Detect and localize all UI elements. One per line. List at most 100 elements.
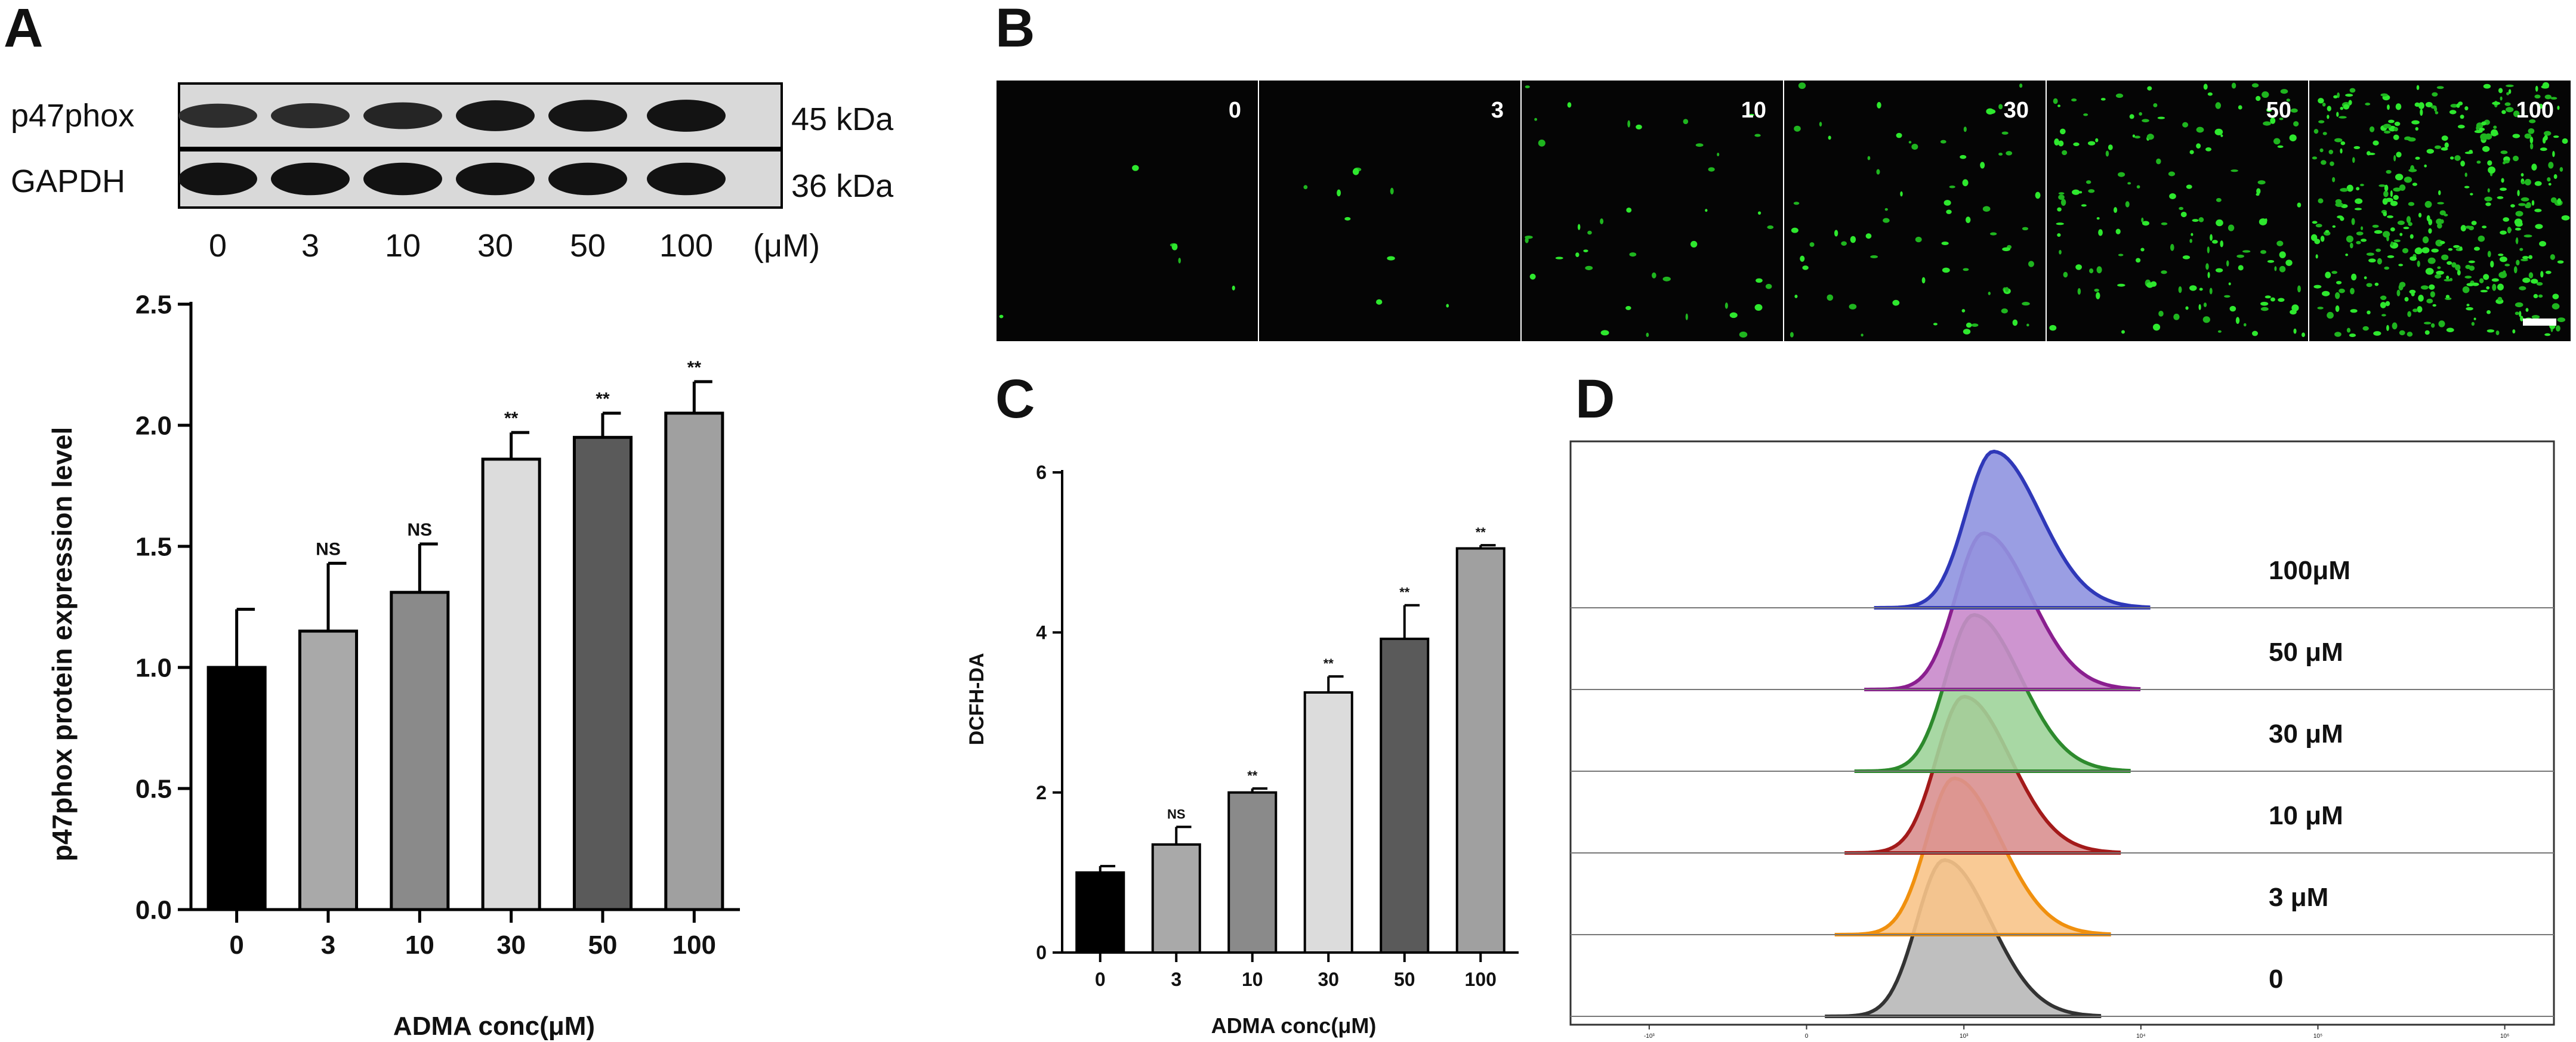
cell-dot (2531, 315, 2540, 319)
flow-cytometry-histograms: 0 3 μM 10 μM 30 μM 50 μM 100μM -10³ 0 10³ 10⁴ 10⁵ 1… (1569, 440, 2555, 1040)
cell-dot (2376, 248, 2381, 252)
cell-dot (2321, 160, 2327, 165)
cell-dot (2403, 227, 2410, 230)
cell-dot (2339, 288, 2345, 293)
x-tick-label: 50 (588, 930, 618, 960)
cell-dot (2125, 201, 2130, 208)
cell-dot (2314, 239, 2321, 245)
cell-dot (1966, 322, 1972, 328)
cell-dot (2424, 164, 2427, 168)
cell-dot (2436, 270, 2444, 275)
cell-dot (1861, 333, 1864, 337)
significance-label: ** (596, 389, 610, 409)
cell-dot (2420, 109, 2423, 116)
chart-a-p47phox: p47phox protein expression level ADMA co… (47, 290, 740, 1041)
cell-dot (2426, 149, 2434, 154)
cell-dot (2327, 115, 2330, 119)
x-tick-label: 10⁴ (2136, 1033, 2145, 1040)
cell-dot (2402, 248, 2409, 253)
cell-dot (2521, 173, 2524, 177)
cell-dot (2533, 293, 2538, 299)
cell-dot (1390, 187, 1394, 195)
cell-dot (2002, 247, 2010, 252)
cell-dot (2437, 202, 2444, 205)
cell-dot (2058, 194, 2065, 200)
cell-dot (2431, 248, 2439, 253)
cell-dot (2083, 113, 2088, 116)
cell-dot (2315, 254, 2318, 259)
cell-dot (2476, 126, 2479, 131)
cell-dot (2360, 226, 2364, 231)
cell-dot (2521, 181, 2525, 184)
cell-dot (2387, 255, 2395, 258)
cell-dot (2544, 333, 2551, 336)
significance-label: ** (1247, 768, 1258, 783)
cell-dot (2512, 134, 2521, 138)
cell-dot (1754, 304, 1763, 311)
cell-dot (2390, 241, 2394, 246)
cell-dot (2380, 296, 2387, 299)
cell-dot (2345, 94, 2353, 97)
cell-dot (1724, 302, 1728, 309)
cell-dot (2350, 287, 2355, 295)
cell-dot (1529, 273, 1536, 280)
cell-dot (2435, 274, 2442, 279)
significance-label: NS (1167, 806, 1186, 821)
cell-dot (2538, 294, 2543, 298)
band-label-gapdh: GAPDH (11, 163, 125, 199)
cell-dot (2491, 278, 2499, 282)
cell-dot (2548, 183, 2552, 186)
cell-dot (2451, 262, 2457, 268)
cell-dot (2506, 92, 2510, 95)
cell-dot (2459, 246, 2463, 251)
fluorescence-label: 100 (2516, 98, 2554, 123)
cell-dot (2334, 138, 2343, 143)
cell-dot (2393, 127, 2398, 132)
cell-dot (2383, 190, 2389, 197)
cell-dot (1629, 252, 1637, 257)
cell-dot (2396, 289, 2401, 296)
cell-dot (1798, 82, 1806, 89)
x-tick-label: 100 (672, 930, 716, 960)
cell-dot (2319, 148, 2324, 153)
cell-dot (2534, 208, 2542, 212)
cell-dot (2545, 270, 2552, 274)
cell-dot (1900, 191, 1903, 197)
cell-dot (2117, 283, 2125, 287)
cell-dot (2462, 286, 2470, 293)
cell-dot (2488, 166, 2496, 174)
cell-dot (2493, 125, 2497, 129)
significance-label: ** (1476, 525, 1486, 540)
cell-dot (2439, 240, 2445, 245)
x-tick-label: 10³ (1960, 1033, 1969, 1040)
cell-dot (2473, 317, 2476, 320)
cell-dot (2368, 258, 2376, 263)
blot-band (363, 162, 442, 196)
cell-dot (1337, 189, 1341, 197)
cell-dot (2466, 304, 2470, 307)
histogram-frame (1569, 440, 2555, 1026)
cell-dot (2113, 207, 2118, 214)
cell-dot (1966, 217, 1971, 224)
cell-dot (1652, 272, 1656, 279)
cell-dot (2555, 325, 2560, 332)
cell-dot (2312, 221, 2318, 224)
cell-dot (2231, 169, 2238, 172)
cell-dot (2460, 160, 2465, 167)
cell-dot (2522, 277, 2531, 283)
cell-dot (2547, 177, 2551, 182)
cell-dot (1943, 200, 1951, 206)
histogram-label: 0 (2269, 964, 2283, 994)
blot-band (178, 103, 257, 128)
x-tick-label: 30 (1318, 969, 1339, 990)
cell-dot (2336, 280, 2342, 285)
cell-dot (2398, 284, 2404, 290)
cell-dot (2332, 225, 2336, 228)
cell-dot (1941, 242, 1949, 245)
cell-dot (1534, 118, 1538, 121)
cell-dot (2557, 106, 2560, 110)
fluorescence-label: 10 (1741, 98, 1766, 123)
histogram-label: 100μM (2269, 556, 2350, 585)
cell-dot (2293, 121, 2299, 127)
cell-dot (2465, 264, 2471, 270)
